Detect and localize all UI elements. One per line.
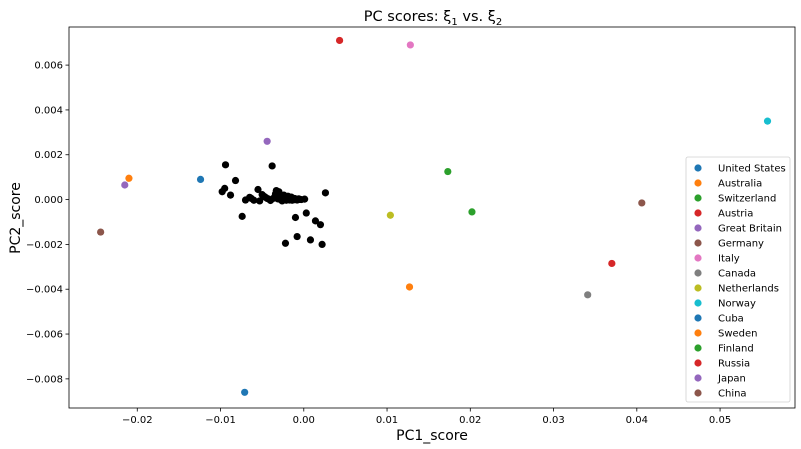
background-point: [268, 162, 276, 170]
country-point: [125, 174, 133, 182]
country-point: [335, 36, 344, 45]
x-tick-label: 0.04: [626, 415, 648, 426]
legend-marker: [694, 389, 702, 397]
legend-label: Australia: [718, 179, 762, 190]
legend-marker: [694, 269, 702, 277]
x-tick-label: 0.01: [376, 415, 398, 426]
country-point: [121, 181, 129, 189]
country-point: [638, 199, 646, 207]
legend-marker: [694, 299, 702, 307]
legend-frame: [685, 156, 791, 403]
legend-marker: [694, 239, 702, 247]
y-axis-label: PC2_score: [8, 182, 24, 254]
country-point: [584, 291, 592, 299]
background-point: [318, 240, 326, 248]
legend-marker: [694, 374, 702, 382]
country-point: [97, 228, 105, 236]
legend-label: Sweden: [718, 329, 758, 340]
background-point: [231, 176, 240, 185]
y-tick-label: −0.008: [26, 374, 63, 385]
y-tick-label: 0.002: [34, 150, 63, 161]
background-point: [281, 239, 290, 247]
country-point: [468, 208, 476, 216]
x-tick-label: 0.02: [459, 415, 481, 426]
background-point: [256, 197, 264, 205]
plot-frame: [68, 26, 796, 409]
background-point: [250, 196, 258, 204]
legend-label: Norway: [718, 299, 756, 310]
background-point: [291, 213, 300, 222]
country-point: [241, 388, 249, 396]
legend-label: Austria: [718, 209, 753, 220]
background-point: [306, 236, 315, 244]
y-tick-label: −0.004: [26, 285, 63, 296]
x-tick-label: 0.00: [293, 415, 315, 426]
legend-label: Canada: [718, 269, 756, 280]
background-point: [321, 189, 330, 197]
legend-label: Switzerland: [718, 194, 776, 205]
background-point: [311, 217, 320, 225]
y-tick-label: −0.002: [26, 240, 63, 251]
country-point: [406, 41, 414, 49]
y-tick-label: −0.006: [26, 330, 63, 341]
background-point: [226, 191, 235, 199]
legend-label: Cuba: [718, 314, 744, 325]
legend-label: Great Britain: [718, 224, 782, 235]
legend-marker: [694, 194, 702, 202]
country-point: [763, 117, 772, 125]
y-tick-label: 0.006: [34, 61, 63, 72]
legend-label: Finland: [718, 344, 754, 355]
x-tick-label: 0.03: [542, 415, 564, 426]
legend-marker: [694, 359, 702, 367]
background-point: [316, 221, 325, 229]
legend-marker: [694, 314, 702, 322]
legend-label: Russia: [718, 359, 750, 370]
background-point: [302, 209, 310, 217]
legend-marker: [694, 164, 702, 172]
plot-area: −0.02 −0.01 0.00 0.01 0.02 0.03 0.04 0.05 −0.00…: [26, 26, 796, 426]
background-point: [238, 212, 246, 220]
x-axis-label: PC1_score: [396, 428, 468, 444]
background-point: [254, 185, 262, 194]
legend-label: Netherlands: [718, 284, 779, 295]
legend-marker: [694, 344, 702, 352]
country-point: [405, 283, 414, 291]
x-tick-label: −0.01: [205, 415, 236, 426]
legend-marker: [694, 284, 702, 292]
legend-marker: [694, 179, 702, 187]
legend: United States Australia Switzerland Austria…: [685, 156, 791, 403]
background-point: [221, 184, 229, 192]
legend-marker: [694, 254, 702, 262]
country-point: [263, 137, 271, 145]
background-points: [218, 161, 330, 248]
y-axis-ticks: −0.008 −0.006 −0.004 −0.002 0.000 0.002 0.004 0…: [26, 61, 69, 385]
y-tick-label: 0.000: [34, 195, 63, 206]
country-point: [608, 259, 616, 268]
legend-label: United States: [718, 164, 786, 175]
legend-label: Italy: [718, 254, 740, 265]
legend-marker: [694, 209, 702, 217]
x-axis-ticks: −0.02 −0.01 0.00 0.01 0.02 0.03 0.04 0.05: [122, 408, 731, 426]
background-point: [301, 195, 309, 203]
legend-label: China: [718, 389, 747, 400]
background-point: [293, 232, 301, 241]
legend-items: United States Australia Switzerland Austria…: [694, 164, 786, 400]
country-point: [444, 167, 452, 176]
background-point: [221, 161, 230, 169]
y-tick-label: 0.004: [34, 105, 63, 116]
legend-marker: [694, 329, 702, 337]
country-point: [386, 211, 394, 219]
x-tick-label: 0.05: [709, 415, 731, 426]
legend-label: Japan: [717, 374, 746, 385]
x-tick-label: −0.02: [122, 415, 153, 426]
chart-title: PC scores: ξ1 vs. ξ2: [364, 9, 502, 28]
legend-label: Germany: [718, 239, 764, 250]
legend-marker: [694, 224, 702, 232]
country-points: [97, 36, 772, 396]
country-point: [196, 175, 205, 183]
